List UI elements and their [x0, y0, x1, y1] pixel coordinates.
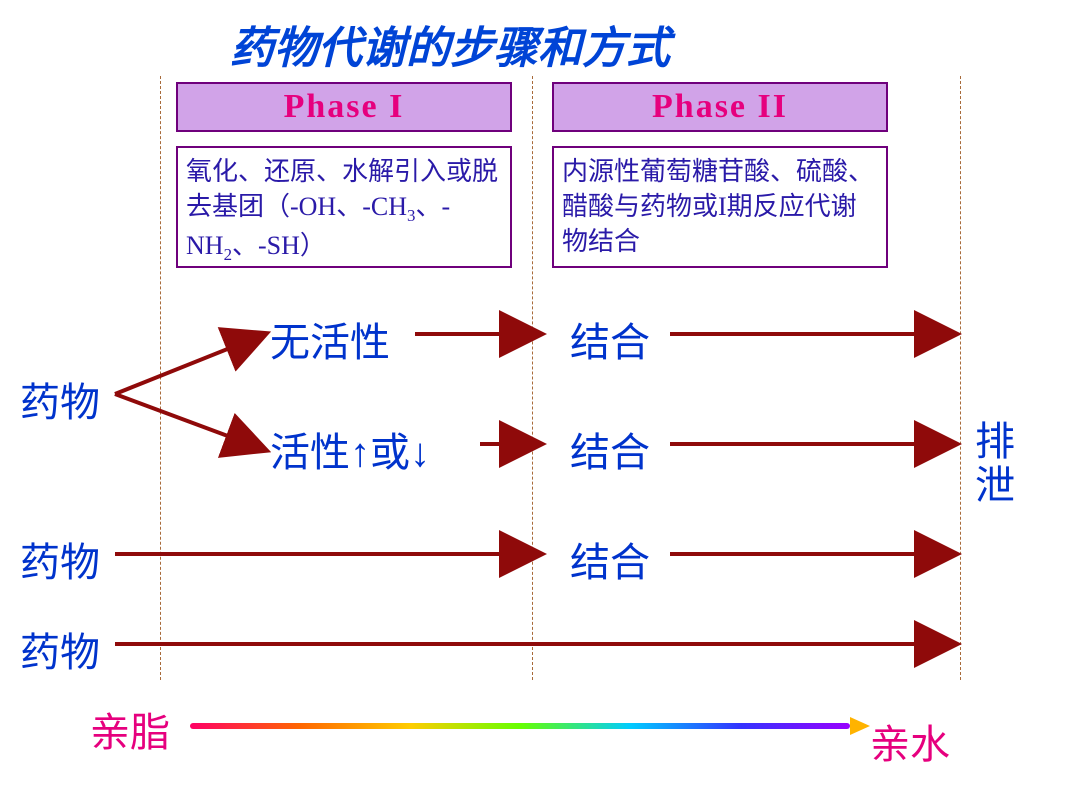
phase2-header: Phase II — [552, 82, 888, 132]
vdash-mid — [532, 76, 533, 680]
node-inactive: 无活性 — [270, 310, 390, 368]
node-drug1: 药物 — [20, 370, 100, 428]
phase1-desc: 氧化、还原、水解引入或脱去基团（-OH、-CH3、-NH2、-SH） — [176, 146, 512, 268]
node-excrete: 排 泄 — [975, 420, 1015, 508]
node-conj1: 结合 — [570, 310, 650, 368]
node-lipophilic: 亲脂 — [90, 700, 170, 758]
node-hydrophilic: 亲水 — [870, 712, 950, 770]
vdash-left — [160, 76, 161, 680]
phase1-header: Phase I — [176, 82, 512, 132]
node-activity: 活性↑或↓ — [270, 420, 430, 478]
node-conj3: 结合 — [570, 530, 650, 588]
arrow-split_down — [115, 394, 260, 448]
page-title: 药物代谢的步骤和方式 — [230, 12, 670, 76]
spectrum-arrowhead-icon — [850, 717, 870, 735]
phase2-desc: 内源性葡萄糖苷酸、硫酸、醋酸与药物或I期反应代谢物结合 — [552, 146, 888, 268]
vdash-right — [960, 76, 961, 680]
arrow-split_up — [115, 336, 260, 394]
node-drug3: 药物 — [20, 620, 100, 678]
spectrum-bar — [190, 723, 850, 729]
diagram-canvas: 药物代谢的步骤和方式 Phase I 氧化、还原、水解引入或脱去基团（-OH、-… — [0, 0, 1070, 788]
node-conj2: 结合 — [570, 420, 650, 478]
node-drug2: 药物 — [20, 530, 100, 588]
